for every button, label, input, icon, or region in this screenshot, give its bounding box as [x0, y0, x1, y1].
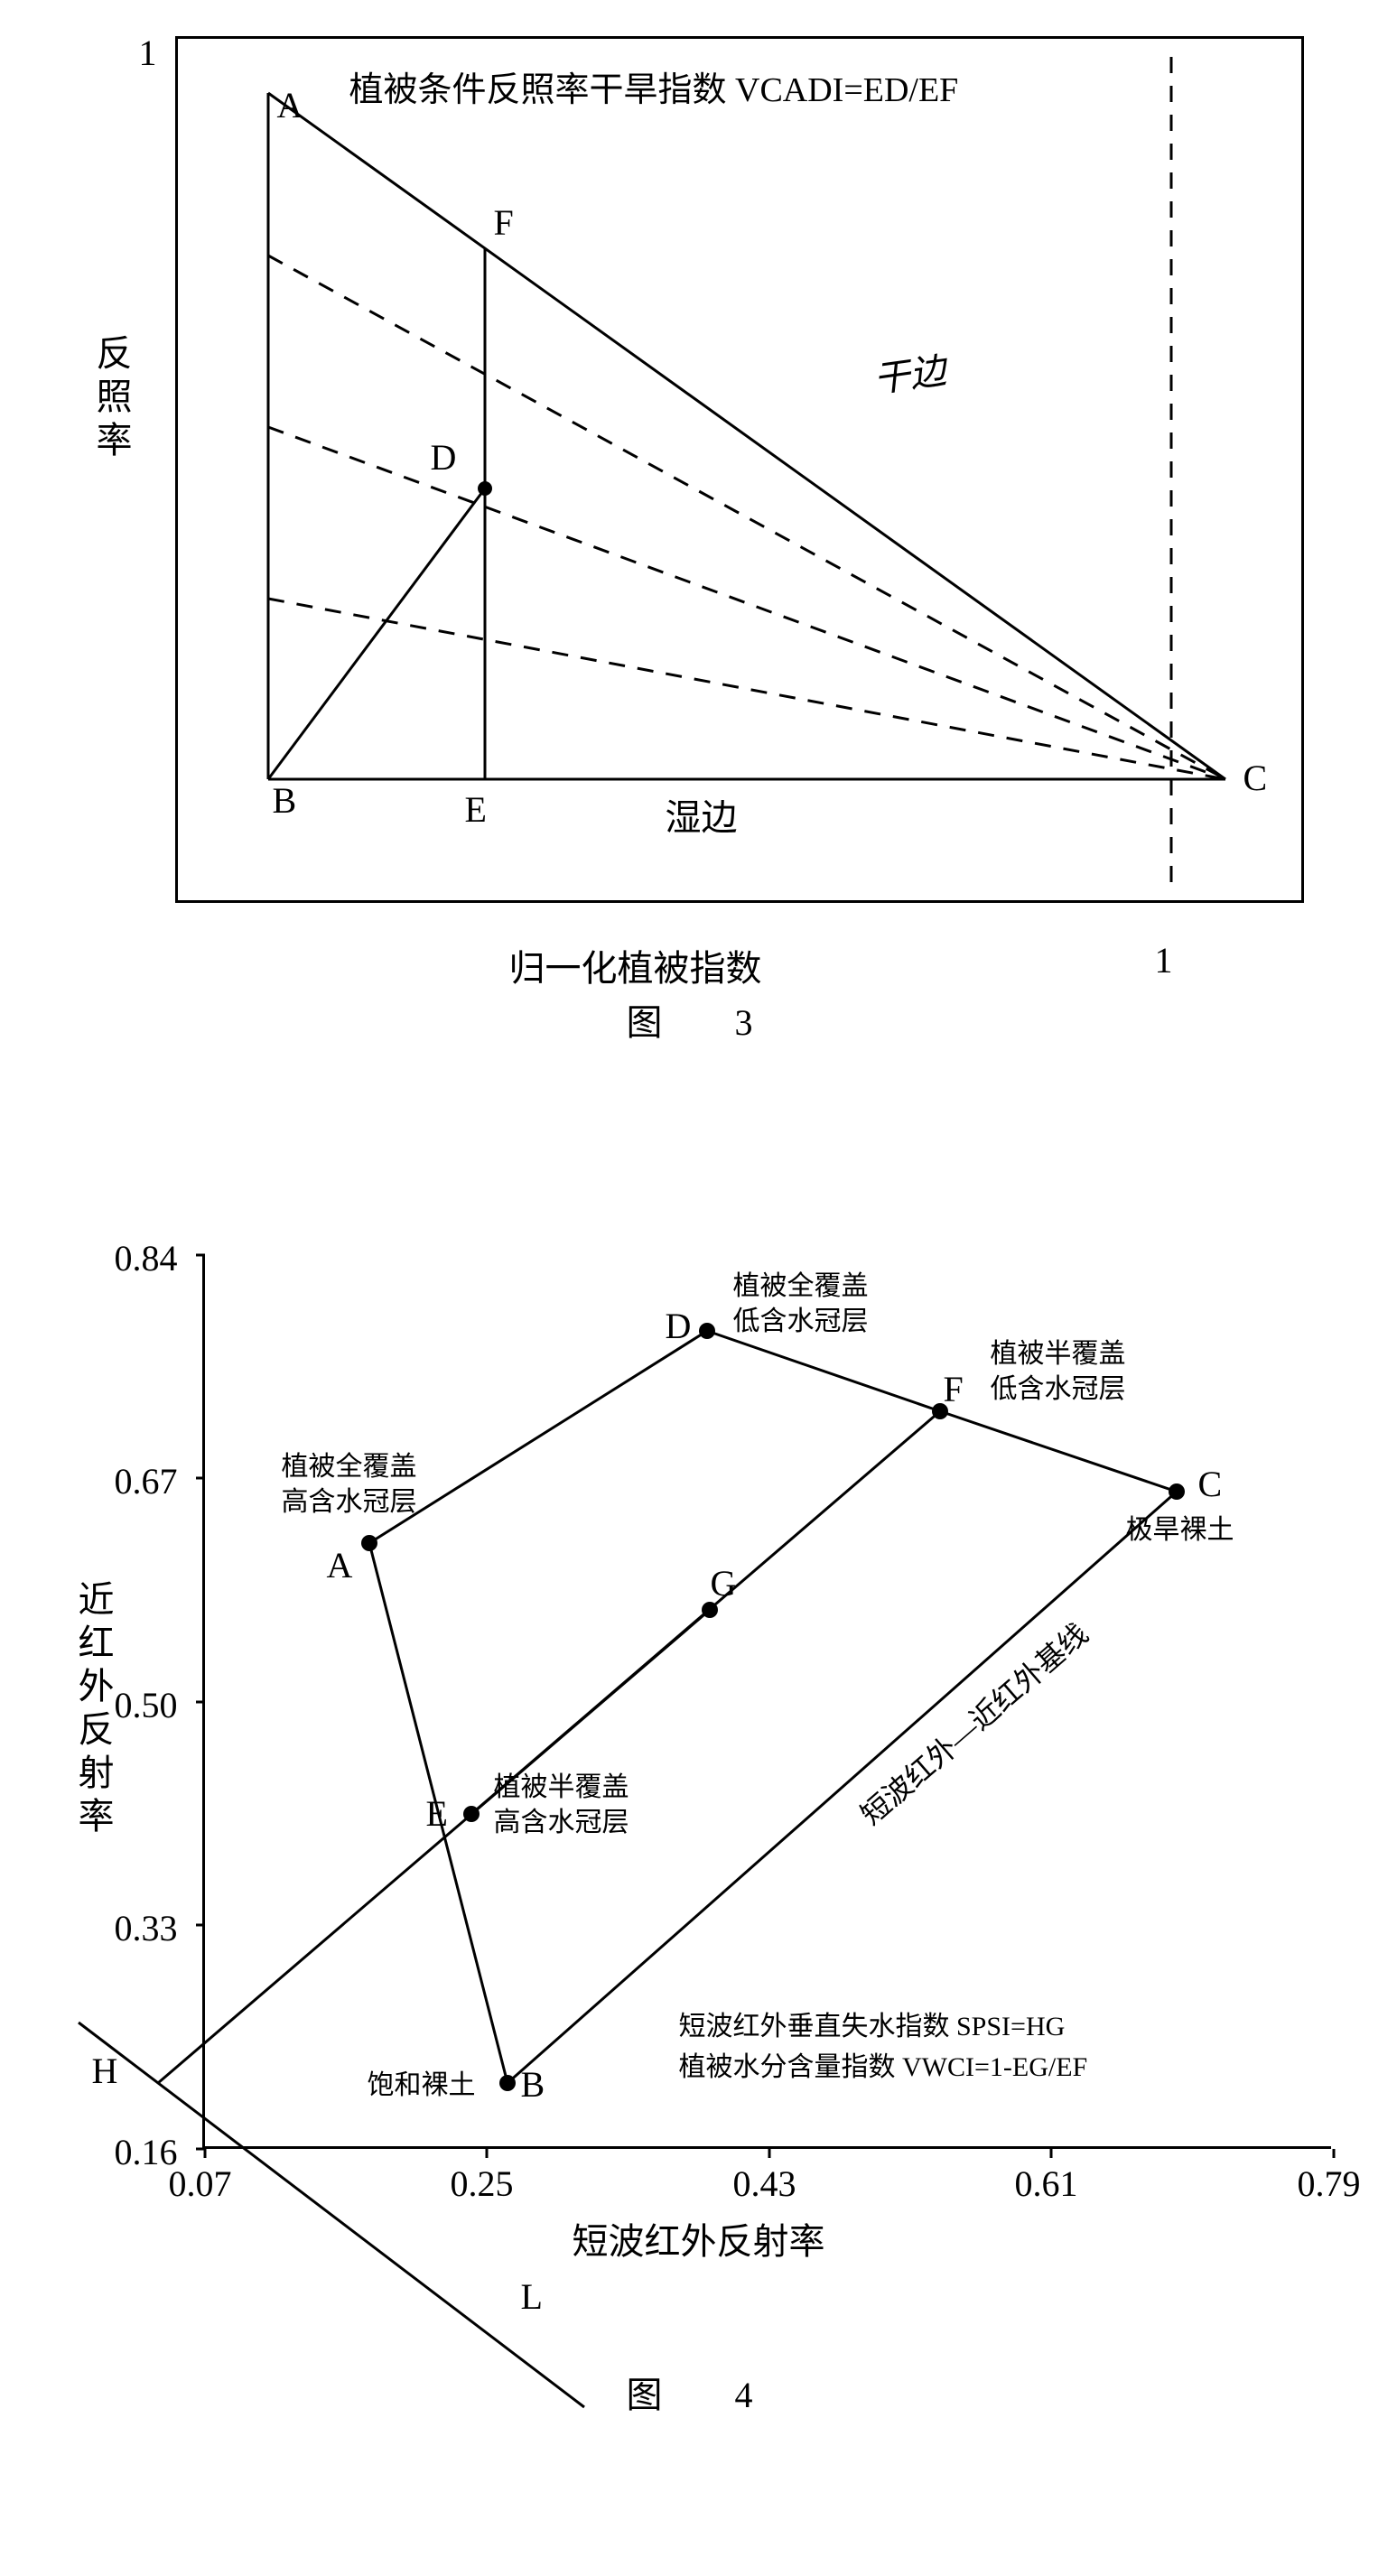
fig4-pb: B — [521, 2063, 545, 2106]
fig4-formula1: 短波红外垂直失水指数 SPSI=HG — [679, 2009, 1066, 2044]
fig3-label-d: D — [431, 436, 457, 479]
fig4-ytick-0: 0.84 — [115, 1237, 178, 1279]
fig4-pd: D — [666, 1305, 692, 1347]
fig4-caption: 图 4 — [0, 2366, 1397, 2418]
fig4-ytick-1: 0.67 — [115, 1460, 178, 1502]
fig3-y-label: 反照率 — [85, 334, 137, 464]
fig3-y-tick: 1 — [139, 32, 157, 74]
fig3-label-f: F — [494, 201, 514, 244]
fig4-ann-b: 饱和裸土 — [368, 2068, 476, 2103]
fig4-xtick-1: 0.25 — [451, 2162, 514, 2205]
fig3-x-tick: 1 — [1155, 939, 1173, 981]
fig4-y-label: 近红外反射率 — [67, 1580, 119, 1840]
fig4-xtick-0: 0.07 — [169, 2162, 232, 2205]
fig4-xtick-3: 0.61 — [1015, 2162, 1078, 2205]
fig4-pg: G — [711, 1562, 737, 1604]
fig3-label-c: C — [1243, 757, 1268, 799]
fig3-label-a: A — [277, 84, 303, 126]
fig4-ann-a: 植被全覆盖 高含水冠层 — [282, 1449, 417, 1520]
fig4-ann-e: 植被半覆盖 高含水冠层 — [494, 1770, 629, 1840]
fig4-pe: E — [426, 1792, 448, 1835]
fig3-wet-edge: 湿边 — [666, 788, 738, 841]
fig4-pc: C — [1198, 1463, 1223, 1505]
fig4-ann-d: 植被全覆盖 低含水冠层 — [733, 1269, 869, 1339]
fig4-xtick-2: 0.43 — [733, 2162, 796, 2205]
fig3-label-e: E — [465, 788, 487, 831]
fig4-ann-c: 极旱裸土 — [1126, 1512, 1234, 1548]
fig4-svg — [133, 1210, 1397, 2248]
fig4-ann-f: 植被半覆盖 低含水冠层 — [991, 1336, 1126, 1407]
fig3-svg — [178, 39, 1307, 906]
fig4-pa: A — [327, 1544, 353, 1586]
fig3-dry-edge: 干边 — [870, 341, 948, 404]
fig4-ph: H — [92, 2050, 118, 2092]
fig4-x-label: 短波红外反射率 — [573, 2212, 825, 2264]
fig4-formula2: 植被水分含量指数 VWCI=1-EG/EF — [679, 2050, 1088, 2085]
fig4-chart: 0.84 0.67 0.50 0.33 0.16 0.07 0.25 0.43 … — [202, 1255, 1331, 2149]
figure-3-container: 1 反照率 植被条件反照率干旱指数 VCADI=ED/EF — [0, 36, 1397, 1046]
fig4-pl: L — [521, 2275, 543, 2318]
figure-4-container: 近红外反射率 — [0, 1255, 1397, 2418]
fig4-xtick-4: 0.79 — [1298, 2162, 1361, 2205]
fig4-ytick-3: 0.33 — [115, 1907, 178, 1949]
fig3-x-label: 归一化植被指数 — [509, 939, 762, 991]
fig4-pf: F — [944, 1368, 964, 1410]
fig3-label-b: B — [273, 779, 297, 822]
fig4-ytick-2: 0.50 — [115, 1684, 178, 1726]
fig3-chart: 植被条件反照率干旱指数 VCADI=ED/EF A — [175, 36, 1304, 903]
fig3-caption: 图 3 — [0, 993, 1397, 1046]
